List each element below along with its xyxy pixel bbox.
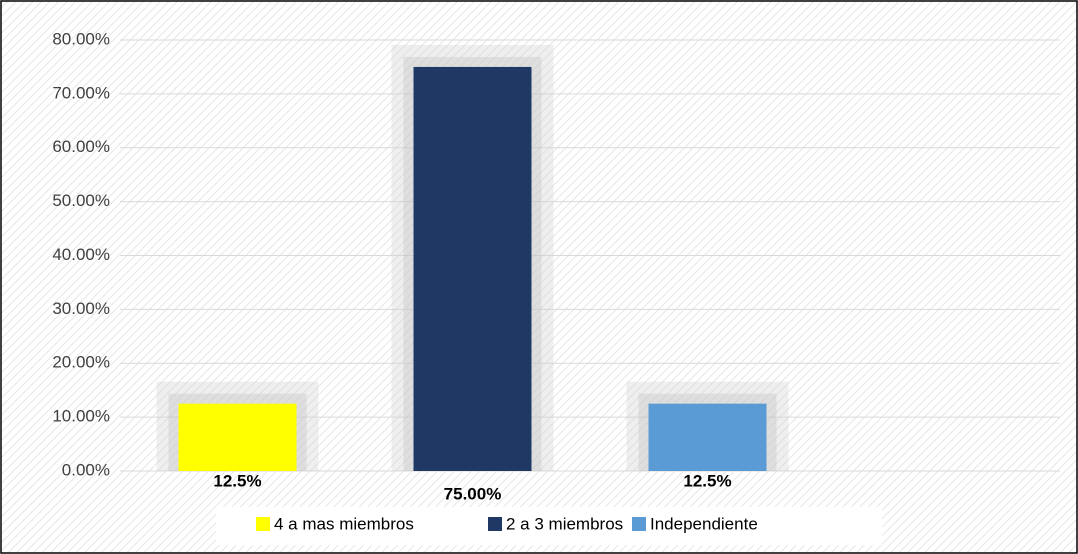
y-tick-label: 80.00% bbox=[52, 29, 110, 48]
bar bbox=[648, 403, 767, 471]
y-tick-label: 40.00% bbox=[52, 245, 110, 264]
legend-swatch bbox=[488, 517, 502, 531]
legend-label: 2 a 3 miembros bbox=[506, 514, 623, 533]
legend-swatch bbox=[632, 517, 646, 531]
legend-label: Independiente bbox=[650, 514, 758, 533]
y-tick-label: 50.00% bbox=[52, 191, 110, 210]
y-tick-label: 10.00% bbox=[52, 407, 110, 426]
legend-box bbox=[216, 507, 882, 545]
y-tick-label: 30.00% bbox=[52, 299, 110, 318]
y-tick-label: 0.00% bbox=[62, 460, 110, 479]
bar bbox=[178, 403, 297, 471]
legend-swatch bbox=[256, 517, 270, 531]
y-tick-label: 60.00% bbox=[52, 137, 110, 156]
bar bbox=[413, 66, 532, 471]
data-label: 75.00% bbox=[444, 484, 502, 503]
y-tick-label: 20.00% bbox=[52, 353, 110, 372]
y-tick-label: 70.00% bbox=[52, 83, 110, 102]
data-label: 12.5% bbox=[683, 471, 731, 490]
data-label: 12.5% bbox=[213, 471, 261, 490]
legend-label: 4 a mas miembros bbox=[274, 514, 414, 533]
